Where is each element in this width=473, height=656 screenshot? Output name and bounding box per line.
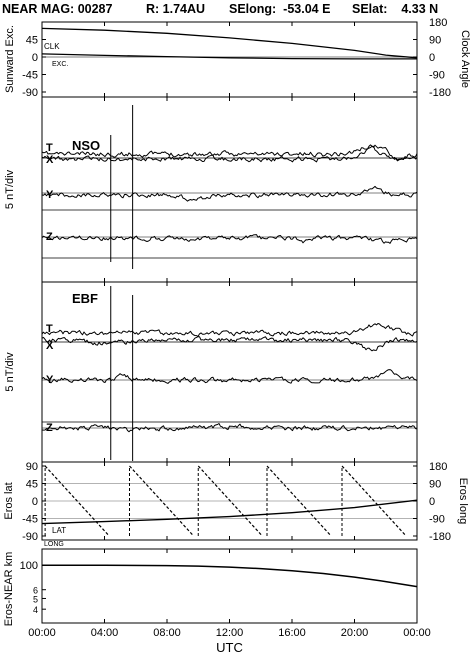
eros-long-segment-4 [341,465,407,537]
panel-frame-ebf [41,281,418,463]
selong-label: SElong: -53.04 E [229,2,331,16]
clock-tick-label-3: -90 [429,70,445,82]
ebf-component-label-z: Z [46,422,53,434]
title-label: NEAR MAG: 00287 [2,2,113,16]
range-ylabel: Eros-NEAR km [3,552,15,627]
eros-long-tick-label-3: -90 [429,514,445,526]
x-tick-label-4: 16:00 [278,627,306,639]
range-tick-label-3: 4 [33,605,38,615]
ebf-trace-t-0 [41,323,418,337]
clock-tick-label-4: -180 [429,87,451,99]
clock-ylabel: Clock Angle [459,30,471,88]
sunward-series-line-1 [41,53,417,60]
panel-frame-range [41,548,418,624]
eros-lat-tick-label-1: 45 [26,479,38,491]
nso-trace-y-2 [41,185,418,202]
clk-label: CLK [44,42,60,51]
sunward-tick-label-0: 45 [26,35,38,47]
ebf-trace-y-2 [41,369,418,384]
eros-long-segment-2 [197,465,263,537]
x-axis-label: UTC [216,640,243,655]
nso-component-label-x: X [46,154,54,166]
distance-label: R: 1.74AU [146,2,206,16]
sunward-series-line-0 [41,27,418,59]
ebf-frame-label: EBF [72,291,98,306]
nso-component-label-t: T [46,142,53,154]
eros-lat-tick-label-4: -90 [22,531,38,543]
eros-lat-tick-label-0: 90 [26,461,38,473]
panel-frame-nso [41,96,418,283]
eros-long-tick-label-4: -180 [429,531,451,543]
nso-trace-x-1 [41,145,418,163]
nso-ylabel: 5 nT/div [4,169,16,209]
eros-long-tick-label-1: 90 [429,479,441,491]
eros-long-segment-0 [44,465,110,537]
ebf-component-label-x: X [46,340,54,352]
nso-component-label-z: Z [46,231,53,243]
range-tick-label-0: 100 [20,560,38,572]
ebf-ylabel: 5 nT/div [4,352,16,392]
range-tick-label-2: 5 [33,594,38,604]
eros-lat-tick-label-2: 0 [32,496,38,508]
eros-long-ylabel: Eros long [457,478,469,524]
eros-long-tick-label-2: 0 [429,496,435,508]
x-tick-label-2: 08:00 [153,627,181,639]
nso-trace-t-0 [41,144,418,161]
ebf-trace-x-1 [41,336,418,352]
x-tick-label-6: 00:00 [403,627,431,639]
sunward-tick-label-1: 0 [32,52,38,64]
eros-lat-tick-label-3: -45 [22,514,38,526]
eros-lat-tag: LAT [52,526,66,535]
range-tick-label-1: 6 [33,586,38,596]
ebf-component-label-y: Y [46,374,54,386]
nso-component-label-y: Y [46,189,54,201]
range-line [42,564,418,588]
x-tick-label-1: 04:00 [91,627,119,639]
eros-long-tick-label-0: 180 [429,461,447,473]
eros-long-segment-3 [266,465,332,537]
exc-label: EXC. [52,61,68,68]
eros-long-segment-1 [129,465,195,537]
sunward-ylabel: Sunward Exc. [4,25,16,93]
sunward-tick-label-3: -90 [22,87,38,99]
eros-long-tag: LONG [44,541,64,548]
clock-tick-label-2: 0 [429,52,435,64]
nso-frame-label: NSO [72,138,100,153]
ebf-trace-z-3 [41,423,418,433]
x-tick-label-0: 00:00 [28,627,56,639]
eros-lat-line [41,499,418,525]
clock-tick-label-1: 90 [429,35,441,47]
ebf-component-label-t: T [46,323,53,335]
sunward-tick-label-2: -45 [22,70,38,82]
selat-label: SElat: 4.33 N [352,2,439,16]
nso-trace-z-3 [41,234,418,244]
clock-tick-label-0: 180 [429,17,447,29]
eros-lat-ylabel: Eros lat [3,482,15,519]
x-tick-label-5: 20:00 [341,627,369,639]
x-tick-label-3: 12:00 [216,627,244,639]
